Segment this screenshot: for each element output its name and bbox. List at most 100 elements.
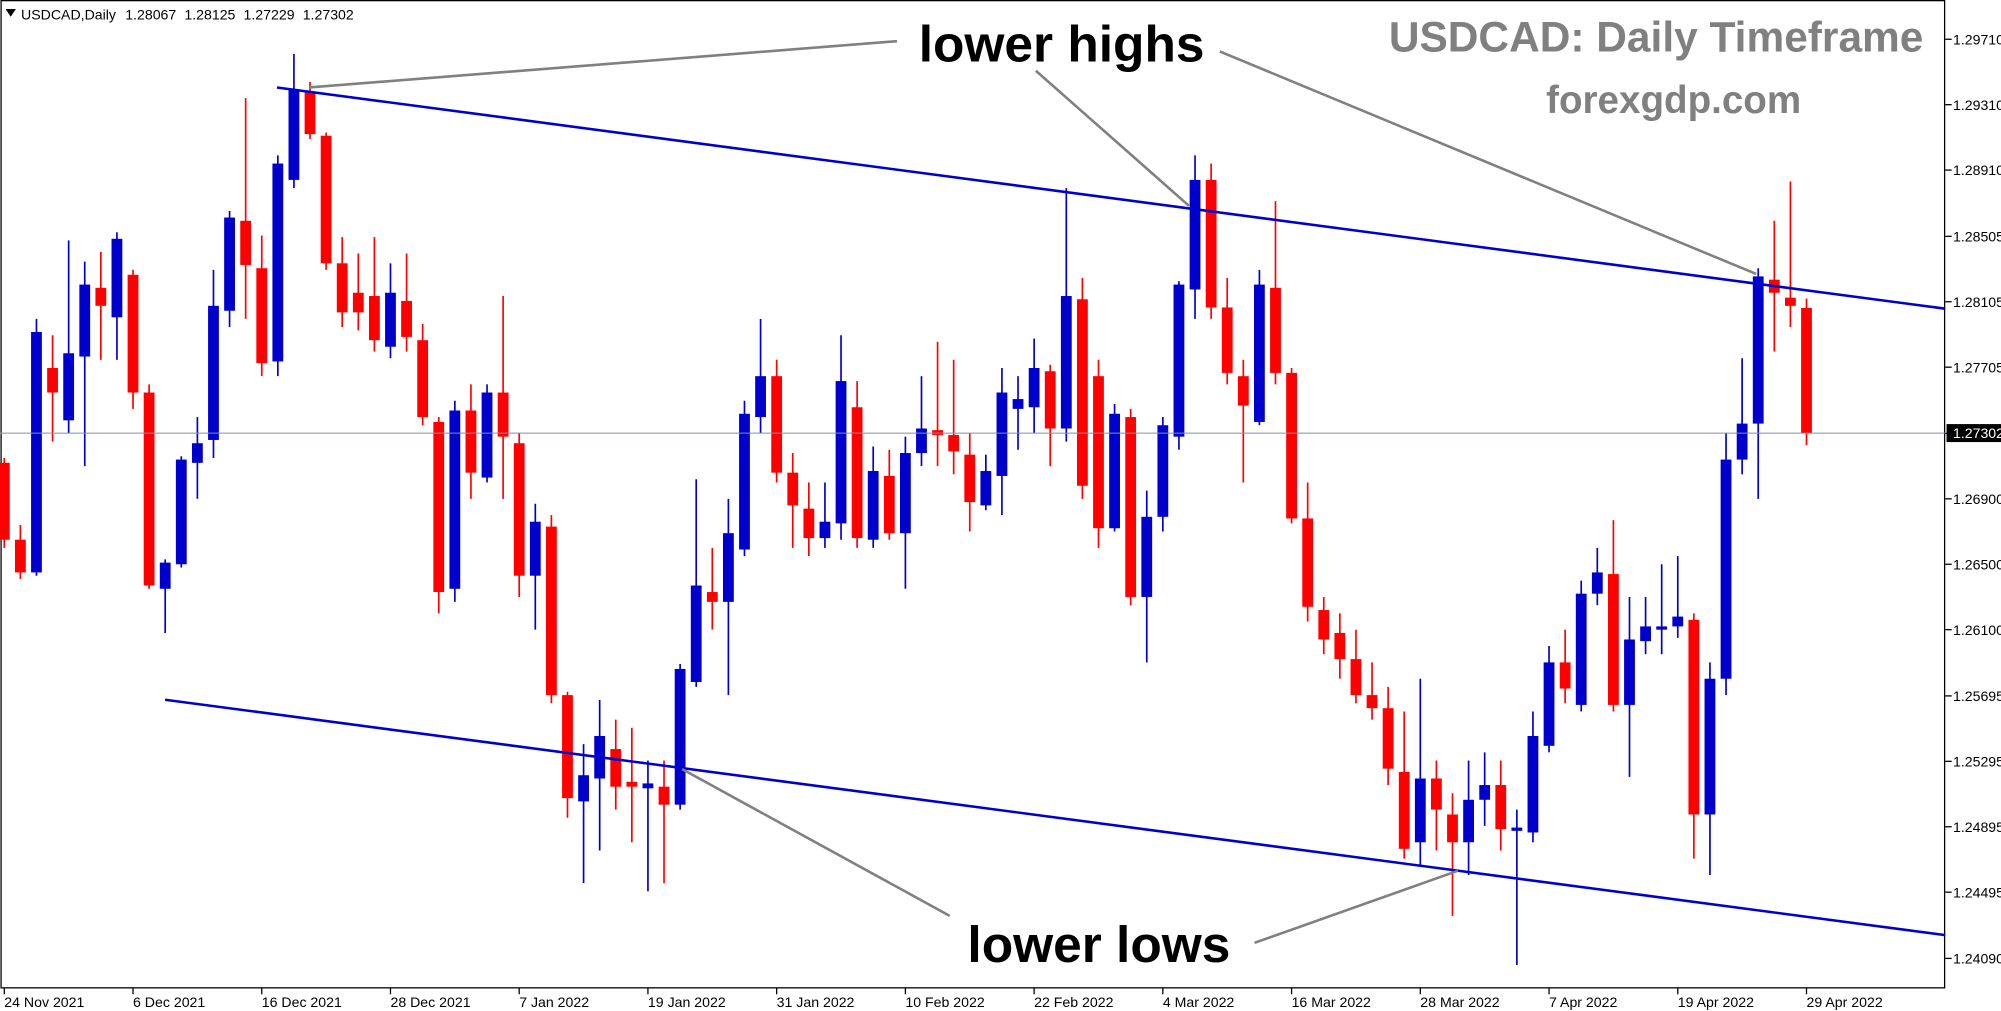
current-price-box	[1946, 424, 2001, 443]
x-tick-label: 28 Mar 2022	[1420, 994, 1499, 1010]
candle-body	[127, 274, 139, 393]
candle-body	[449, 410, 461, 589]
candle-body	[272, 163, 284, 362]
x-tick-label: 28 Dec 2021	[390, 994, 470, 1010]
candle-body	[79, 284, 91, 357]
x-tick-label: 29 Apr 2022	[1806, 994, 1882, 1010]
y-tick-label: 1.25295	[1953, 753, 2001, 769]
y-tick-label: 1.28910	[1953, 162, 2001, 178]
candle-body	[1205, 179, 1217, 308]
y-tick-label: 1.27705	[1953, 359, 2001, 375]
y-tick-label: 1.28505	[1953, 228, 2001, 244]
candle-body	[642, 783, 654, 789]
candle-body	[143, 392, 155, 586]
candle-body	[417, 340, 429, 418]
candle-body	[1093, 376, 1104, 529]
candle-body	[529, 521, 541, 576]
candle-body	[787, 472, 799, 506]
candle-body	[1704, 678, 1716, 815]
candle-body	[433, 421, 445, 593]
candle-body	[1479, 785, 1491, 800]
candle-body	[1350, 659, 1362, 696]
header-high: 1.28125	[184, 6, 235, 22]
candle-body	[320, 135, 332, 264]
candle-body	[867, 471, 879, 540]
candle-body	[755, 376, 766, 418]
candle-body	[545, 526, 557, 696]
candle-body	[1543, 662, 1555, 746]
candle-body	[916, 428, 927, 454]
candle-body	[1511, 827, 1523, 831]
candle-body	[610, 749, 622, 787]
upper-trendline	[276, 86, 1946, 310]
x-tick-label: 19 Jan 2022	[648, 994, 726, 1010]
candle-body	[288, 89, 300, 180]
candle-body	[739, 413, 750, 550]
candle-body	[1076, 299, 1088, 486]
x-tick-label: 24 Nov 2021	[4, 994, 84, 1010]
candle-body	[980, 471, 992, 506]
x-tick-label: 7 Jan 2022	[519, 994, 589, 1010]
candle-body	[1270, 287, 1281, 373]
candle-body	[191, 443, 203, 463]
lower-trendline	[164, 698, 1946, 937]
candle-body	[1125, 417, 1137, 597]
menu-triangle	[5, 9, 16, 17]
candle-body	[465, 410, 477, 473]
candle-body	[336, 263, 348, 313]
candle-body	[497, 392, 509, 437]
candle-body	[1463, 799, 1474, 843]
candle-body	[1591, 572, 1603, 594]
candle-body	[996, 392, 1008, 476]
candle-body	[175, 459, 187, 565]
candle-body	[0, 462, 10, 540]
candle-body	[1109, 413, 1120, 529]
pointer-line	[1254, 869, 1459, 945]
annotation: lower highs	[919, 15, 1205, 73]
header-open: 1.28067	[125, 6, 176, 22]
candle-body	[1318, 610, 1330, 640]
x-tick-label: 10 Feb 2022	[905, 994, 984, 1010]
candle-body	[674, 668, 686, 805]
candle-body	[47, 367, 58, 393]
candle-body	[722, 533, 734, 602]
candle-body	[1044, 371, 1056, 429]
candle-body	[513, 443, 525, 576]
header-close: 1.27302	[303, 6, 354, 22]
y-tick-label: 1.26900	[1953, 491, 2001, 507]
candle-body	[1527, 735, 1539, 833]
x-tick-label: 16 Mar 2022	[1292, 994, 1371, 1010]
candle-body	[1060, 296, 1072, 429]
candle-body	[964, 454, 976, 503]
candle-body	[1656, 626, 1668, 630]
candle-body	[111, 238, 123, 318]
candle-body	[690, 585, 702, 683]
annotation: lower lows	[967, 915, 1230, 973]
y-tick-label: 1.24495	[1953, 884, 2001, 900]
candle-body	[1559, 662, 1571, 689]
candle-body	[1801, 307, 1812, 434]
candle-body	[31, 332, 42, 573]
candle-body	[1221, 307, 1233, 373]
candle-body	[481, 392, 493, 478]
candle-body	[803, 508, 815, 539]
y-tick-label: 1.26500	[1953, 556, 2001, 572]
candle-body	[14, 539, 26, 573]
x-tick-label: 6 Dec 2021	[133, 994, 205, 1010]
symbol-label: USDCAD,Daily	[21, 6, 117, 22]
pointer-line	[1219, 50, 1757, 276]
candle-body	[385, 292, 396, 347]
candle-body	[1608, 574, 1619, 705]
candle-body	[95, 287, 107, 306]
candle-body	[1237, 376, 1249, 406]
candle-body	[1334, 632, 1346, 660]
candle-body	[1736, 423, 1748, 460]
pointer-line	[309, 39, 898, 89]
candle-body	[1173, 284, 1185, 437]
candle-body	[1286, 372, 1297, 519]
candle-body	[240, 220, 252, 265]
x-tick-label: 19 Apr 2022	[1678, 994, 1754, 1010]
candle-body	[159, 562, 171, 589]
